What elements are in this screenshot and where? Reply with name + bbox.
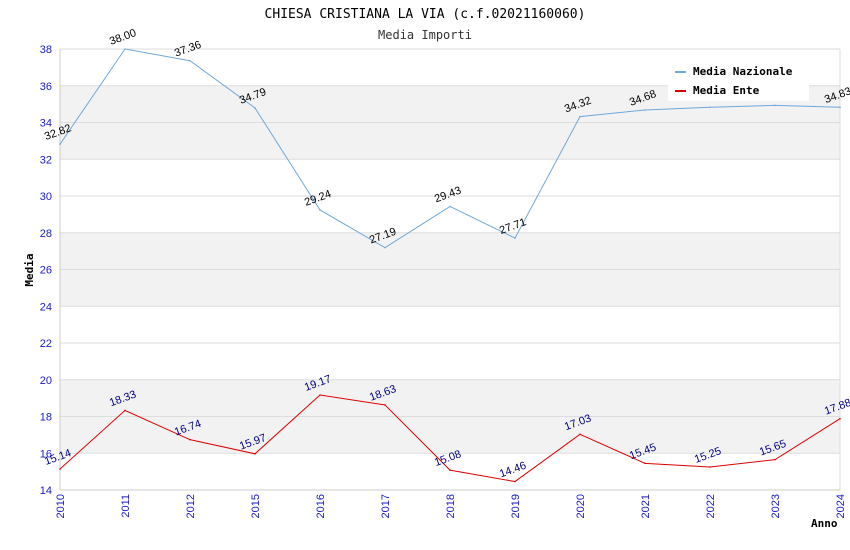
data-point — [514, 237, 516, 239]
data-point — [774, 104, 776, 107]
data-label: 37.36 — [173, 39, 203, 60]
chart-subtitle: Media Importi — [378, 28, 472, 42]
y-tick-label: 36 — [40, 81, 52, 93]
x-tick-label: 2023 — [770, 494, 782, 518]
x-tick-label: 2018 — [445, 494, 457, 518]
series-lines — [59, 48, 841, 483]
data-point — [59, 468, 61, 470]
y-tick-label: 22 — [40, 338, 52, 350]
data-point — [839, 417, 841, 420]
data-point — [514, 480, 516, 483]
x-tick-label: 2017 — [380, 494, 392, 518]
data-point — [644, 109, 646, 111]
axes — [59, 49, 841, 491]
data-point — [709, 106, 711, 109]
data-label: 29.24 — [303, 188, 333, 209]
data-label: 29.43 — [433, 185, 463, 206]
data-point — [709, 466, 711, 468]
y-tick-label: 28 — [40, 228, 52, 240]
x-tick-label: 2022 — [705, 494, 717, 518]
data-point — [124, 409, 126, 412]
data-point — [59, 143, 61, 145]
x-tick-label: 2015 — [250, 494, 262, 518]
data-point — [254, 107, 256, 109]
x-tick-label: 2011 — [120, 494, 132, 518]
y-tick-label: 26 — [40, 265, 52, 277]
plot-bands — [60, 85, 840, 454]
y-tick-label: 20 — [40, 375, 52, 387]
legend-label-ente: Media Ente — [693, 84, 760, 97]
y-tick-label: 16 — [40, 448, 52, 460]
data-point — [319, 209, 321, 211]
y-tick-label: 30 — [40, 191, 52, 203]
x-tick-label: 2020 — [575, 494, 587, 518]
y-tick-label: 34 — [40, 118, 52, 130]
legend: Media Nazionale Media Ente — [668, 59, 809, 101]
legend-label-nazionale: Media Nazionale — [693, 65, 793, 78]
data-point — [189, 438, 191, 441]
y-tick-label: 24 — [40, 301, 52, 313]
x-tick-label: 2021 — [640, 494, 652, 518]
x-tick-label: 2012 — [185, 494, 197, 518]
data-point — [774, 458, 776, 461]
data-point — [124, 48, 126, 50]
plot-band — [60, 379, 840, 417]
plot-band — [60, 232, 840, 270]
legend-box — [668, 59, 809, 101]
data-point — [384, 404, 386, 406]
y-tick-label: 38 — [40, 44, 52, 56]
x-axis-label: Anno — [811, 517, 838, 530]
y-tick-label: 18 — [40, 412, 52, 424]
x-tick-label: 2024 — [835, 494, 847, 518]
plot-band — [60, 269, 840, 307]
chart-title: CHIESA CRISTIANA LA VIA (c.f.02021160060… — [265, 7, 586, 22]
x-tick-label: 2010 — [55, 494, 67, 518]
data-point — [579, 115, 581, 118]
data-point — [319, 394, 321, 396]
y-axis-label: Media — [23, 253, 36, 286]
data-point — [449, 205, 451, 208]
x-tick-label: 2019 — [510, 494, 522, 518]
data-point — [839, 106, 841, 109]
data-point — [449, 469, 451, 471]
data-point — [579, 433, 581, 436]
data-point — [254, 453, 256, 455]
data-point — [644, 462, 646, 465]
data-point — [189, 59, 191, 62]
data-label: 38.00 — [108, 27, 138, 48]
y-tick-label: 32 — [40, 154, 52, 166]
data-label: 14.46 — [498, 460, 528, 481]
plot-band — [60, 122, 840, 160]
plot-band — [60, 416, 840, 454]
data-point — [384, 246, 386, 249]
x-tick-label: 2016 — [315, 494, 327, 518]
y-tick-label: 14 — [40, 485, 52, 497]
